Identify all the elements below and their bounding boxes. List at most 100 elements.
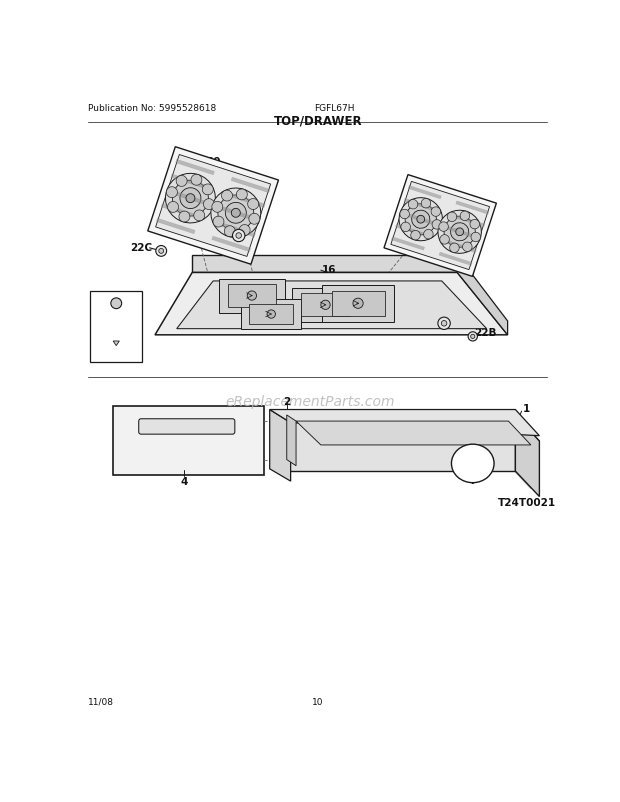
Circle shape xyxy=(236,233,242,239)
Circle shape xyxy=(111,298,122,310)
Circle shape xyxy=(179,212,190,223)
Circle shape xyxy=(450,244,459,253)
Polygon shape xyxy=(391,237,425,251)
Circle shape xyxy=(399,198,443,241)
Polygon shape xyxy=(219,279,285,313)
Circle shape xyxy=(239,225,250,237)
Polygon shape xyxy=(458,255,508,335)
Circle shape xyxy=(440,235,450,245)
Circle shape xyxy=(471,335,475,339)
Circle shape xyxy=(236,190,247,200)
Polygon shape xyxy=(270,410,291,481)
Polygon shape xyxy=(156,219,195,234)
Ellipse shape xyxy=(451,444,494,483)
Polygon shape xyxy=(456,201,489,215)
Polygon shape xyxy=(221,208,260,223)
Circle shape xyxy=(460,212,470,221)
Text: 4: 4 xyxy=(181,476,188,487)
Polygon shape xyxy=(296,422,531,445)
Circle shape xyxy=(203,200,215,210)
Text: 88: 88 xyxy=(94,293,109,302)
Polygon shape xyxy=(439,253,472,266)
Polygon shape xyxy=(156,156,270,257)
Circle shape xyxy=(438,318,450,330)
Polygon shape xyxy=(391,182,490,270)
Polygon shape xyxy=(270,410,539,436)
Text: 1: 1 xyxy=(522,403,529,414)
Polygon shape xyxy=(177,282,487,330)
Polygon shape xyxy=(155,273,508,335)
Circle shape xyxy=(231,209,241,218)
Circle shape xyxy=(267,310,275,319)
Polygon shape xyxy=(322,286,394,322)
Circle shape xyxy=(470,220,479,229)
Polygon shape xyxy=(292,289,359,322)
Circle shape xyxy=(247,200,259,210)
Circle shape xyxy=(156,246,167,257)
Polygon shape xyxy=(166,189,205,205)
Circle shape xyxy=(353,299,363,309)
Circle shape xyxy=(431,208,441,217)
Circle shape xyxy=(432,221,441,230)
Text: 10: 10 xyxy=(312,697,324,706)
FancyBboxPatch shape xyxy=(90,292,142,363)
Circle shape xyxy=(423,230,433,240)
Circle shape xyxy=(232,230,245,242)
Polygon shape xyxy=(301,294,350,317)
Circle shape xyxy=(186,194,195,204)
Circle shape xyxy=(421,199,431,209)
Circle shape xyxy=(194,211,205,221)
Polygon shape xyxy=(443,240,476,253)
Circle shape xyxy=(172,181,208,217)
Polygon shape xyxy=(231,178,270,193)
Circle shape xyxy=(191,175,202,186)
Circle shape xyxy=(166,174,215,224)
Polygon shape xyxy=(448,227,480,241)
Circle shape xyxy=(456,229,464,237)
Text: 2: 2 xyxy=(283,396,290,407)
Circle shape xyxy=(471,233,480,242)
Polygon shape xyxy=(192,255,458,273)
Circle shape xyxy=(447,213,457,222)
Text: eReplacementParts.com: eReplacementParts.com xyxy=(225,395,395,408)
Polygon shape xyxy=(175,160,215,176)
Polygon shape xyxy=(408,186,441,200)
Polygon shape xyxy=(515,415,539,497)
Circle shape xyxy=(441,321,447,326)
Polygon shape xyxy=(216,222,255,237)
Circle shape xyxy=(417,216,425,224)
Polygon shape xyxy=(113,406,264,476)
Circle shape xyxy=(412,211,430,229)
Polygon shape xyxy=(161,205,200,220)
Circle shape xyxy=(180,188,201,209)
Circle shape xyxy=(224,226,236,237)
Polygon shape xyxy=(228,285,276,308)
Polygon shape xyxy=(404,199,437,213)
Text: 20: 20 xyxy=(206,156,221,167)
Text: T24T0021: T24T0021 xyxy=(497,497,556,508)
Circle shape xyxy=(202,184,213,196)
Circle shape xyxy=(468,332,477,342)
Polygon shape xyxy=(241,299,301,330)
Polygon shape xyxy=(332,291,384,317)
Circle shape xyxy=(212,202,223,213)
Circle shape xyxy=(405,205,436,236)
Polygon shape xyxy=(396,225,429,238)
Polygon shape xyxy=(171,175,210,190)
Polygon shape xyxy=(286,415,539,442)
Circle shape xyxy=(247,292,257,301)
Circle shape xyxy=(439,222,448,232)
Text: 11/08: 11/08 xyxy=(88,697,114,706)
Circle shape xyxy=(225,203,246,224)
Text: 22C: 22C xyxy=(247,184,268,193)
Polygon shape xyxy=(148,148,278,265)
Circle shape xyxy=(211,188,261,238)
Circle shape xyxy=(401,223,410,233)
Text: 16: 16 xyxy=(322,265,336,274)
Polygon shape xyxy=(212,237,250,253)
Polygon shape xyxy=(384,176,497,277)
Circle shape xyxy=(438,211,481,254)
Text: TOP/DRAWER: TOP/DRAWER xyxy=(273,115,362,128)
Polygon shape xyxy=(249,304,293,325)
Polygon shape xyxy=(113,342,119,346)
